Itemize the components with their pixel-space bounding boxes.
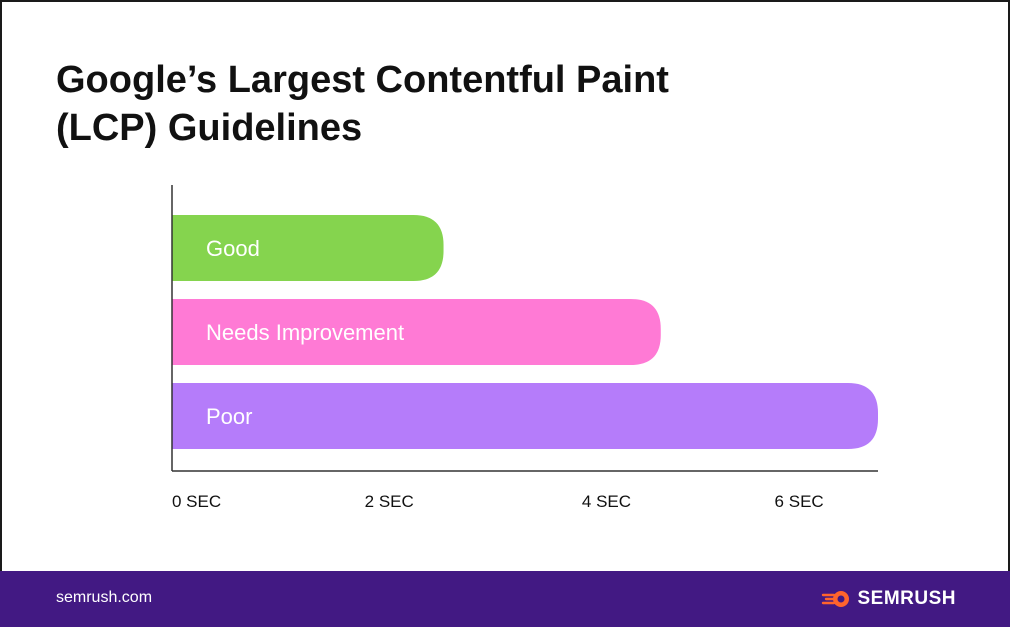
brand-name: SEMRUSH <box>857 588 956 609</box>
x-tick-label: 2 SEC <box>365 492 414 511</box>
bar-poor <box>172 383 878 449</box>
chart-title-line-2: (LCP) Guidelines <box>56 107 363 149</box>
footer-site-text: semrush.com <box>56 589 153 606</box>
bar-label-poor: Poor <box>206 404 252 429</box>
bar-needs-improvement <box>172 299 661 365</box>
bar-label-needs-improvement: Needs Improvement <box>206 320 404 345</box>
x-tick-label: 4 SEC <box>582 492 631 511</box>
chart-title: Google’s Largest Contentful Paint (LCP) … <box>56 56 856 152</box>
bar-good <box>172 215 444 281</box>
brand-logo: SEMRUSH <box>821 586 956 612</box>
x-tick-label: 6 SEC <box>775 492 824 511</box>
chart-title-line-1: Google’s Largest Contentful Paint <box>56 59 669 101</box>
x-tick-label: 0 SEC <box>172 492 221 511</box>
bar-label-good: Good <box>206 236 260 261</box>
semrush-fireball-icon <box>822 591 850 607</box>
footer-bar: semrush.com SEMRUSH <box>0 571 1010 627</box>
lcp-bar-chart: Good Needs Improvement Poor 0 SEC 2 SEC 4 SEC… <box>171 185 878 511</box>
